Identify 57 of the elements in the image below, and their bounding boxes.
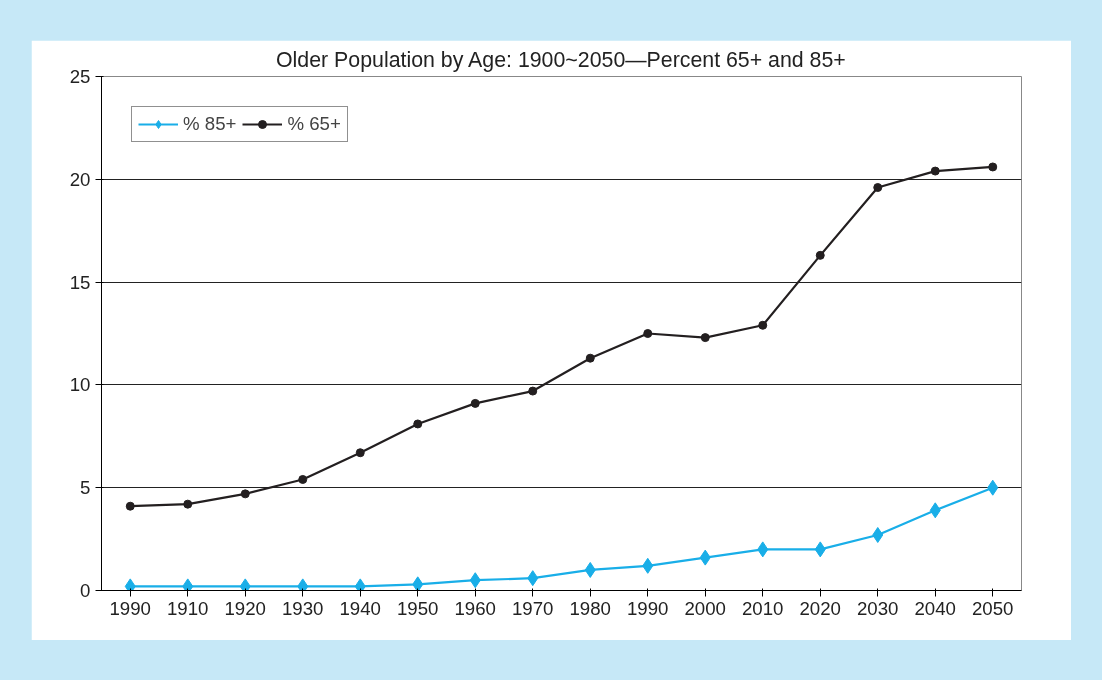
x-tick-label: 2040: [914, 597, 957, 619]
x-tick-label: 2050: [972, 597, 1014, 619]
point: [240, 489, 250, 499]
x-tick-label: 2010: [742, 597, 784, 619]
y-tick-label: 0: [80, 580, 91, 601]
y-tick-label: 25: [69, 66, 91, 87]
x-tick-label: 1960: [454, 597, 497, 619]
x-tick-label: 1940: [339, 597, 382, 619]
x-tick-label: 1910: [167, 597, 209, 619]
x-tick-label: 1980: [569, 597, 612, 619]
point: [470, 398, 480, 408]
point: [354, 578, 366, 591]
x-tick-label: 2000: [684, 597, 727, 619]
point: [814, 541, 826, 558]
x-tick-label: 2020: [799, 597, 842, 619]
point: [412, 576, 424, 591]
point: [528, 386, 538, 396]
point: [930, 166, 940, 176]
point: [585, 353, 595, 363]
point: [815, 250, 825, 260]
point: [527, 570, 539, 587]
x-tick-label: 1930: [282, 597, 324, 619]
chart-title: Older Population by Age: 1900~2050—Percent 65+ and 85+: [276, 47, 846, 72]
point: [643, 329, 653, 338]
point: [413, 419, 423, 429]
point: [988, 162, 998, 172]
point: [469, 572, 481, 589]
point: [699, 549, 711, 566]
point: [183, 499, 193, 509]
point: [584, 561, 596, 578]
x-tick-label: 1950: [397, 597, 439, 619]
x-tick-label: 2030: [857, 597, 899, 619]
point: [297, 578, 309, 591]
point: [757, 541, 769, 558]
point: [355, 448, 365, 458]
point: [239, 578, 251, 591]
point: [873, 183, 883, 193]
point: [758, 320, 768, 330]
point: [872, 526, 884, 543]
point: [987, 479, 999, 496]
point: [929, 502, 941, 519]
point: [124, 578, 136, 591]
y-tick-label: 20: [69, 168, 91, 190]
x-tick-label: 1990: [109, 597, 152, 619]
point: [125, 501, 135, 511]
x-tick-label: 1990: [627, 597, 669, 619]
y-tick-label: 15: [69, 271, 91, 293]
point: [182, 578, 194, 591]
legend-label: % 85+: [183, 113, 237, 135]
y-tick-label: 5: [80, 477, 91, 499]
x-tick-label: 1970: [512, 597, 554, 619]
point: [700, 333, 710, 343]
point: [298, 474, 308, 484]
x-tick-label: 1920: [224, 597, 267, 619]
y-tick-label: 10: [69, 374, 91, 396]
legend-label: % 65+: [287, 113, 341, 135]
point: [642, 557, 654, 574]
